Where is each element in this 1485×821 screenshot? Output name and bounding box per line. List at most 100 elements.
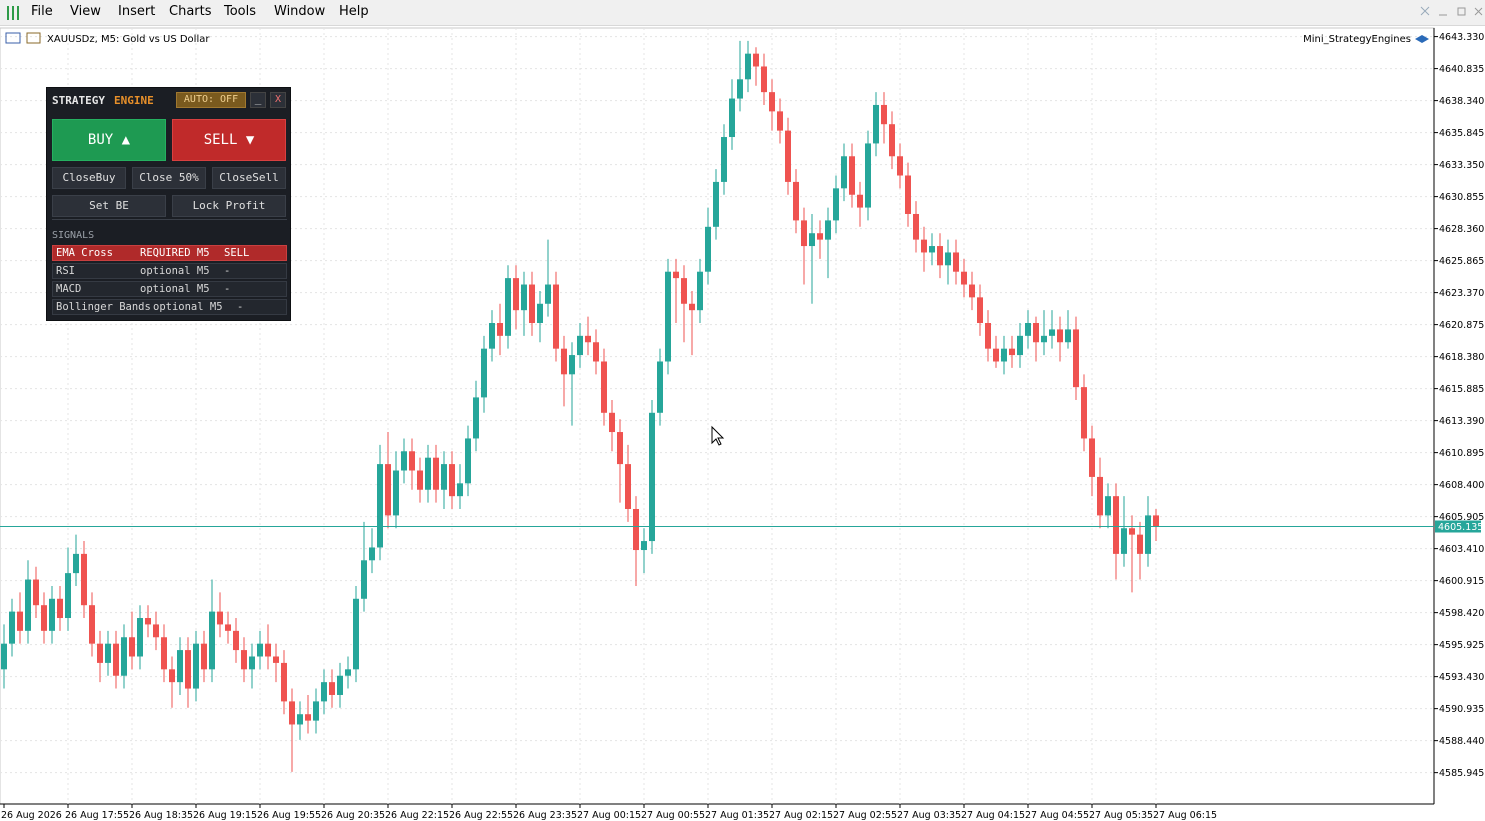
x-tick-label: 27 Aug 03:35 <box>897 810 961 821</box>
candle-body <box>665 271 671 362</box>
current-price-box <box>1435 520 1481 533</box>
candle-body <box>161 637 167 670</box>
candle-body <box>369 547 375 561</box>
signal-row: EMA Cross REQUIRED M5 SELL <box>52 245 287 261</box>
signal-name: MACD <box>56 283 82 295</box>
candle-body <box>441 464 447 490</box>
candle-body <box>865 143 871 208</box>
candle-body <box>25 579 31 631</box>
signal-row: RSI optional M5 - <box>52 263 287 279</box>
menu-item[interactable]: Insert <box>118 4 156 19</box>
candle-body <box>217 611 223 625</box>
candle-body <box>9 611 15 644</box>
menu-item[interactable]: Charts <box>169 4 212 19</box>
candle-body <box>249 656 255 670</box>
candle-body <box>401 451 407 471</box>
candle-body <box>937 246 943 266</box>
candle-body <box>49 598 55 631</box>
candle-body <box>721 137 727 182</box>
candle-body <box>833 188 839 221</box>
candle-body <box>977 297 983 324</box>
y-tick-label: 4610.895 <box>1439 448 1484 459</box>
y-tick-label: 4620.875 <box>1439 320 1484 331</box>
close-sell-button[interactable]: CloseSell <box>212 167 286 189</box>
candle-body <box>817 233 823 240</box>
candle-body <box>761 66 767 93</box>
candle-body <box>417 470 423 490</box>
candle-body <box>753 53 759 67</box>
strategy-panel: STRATEGY ENGINE AUTO: OFF _ X BUY ▲ SELL… <box>46 87 291 321</box>
y-tick-label: 4643.330 <box>1439 32 1484 43</box>
menu-item[interactable]: Tools <box>224 4 257 19</box>
signal-mode: optional M5 <box>140 283 210 295</box>
close-button[interactable]: X <box>270 92 286 108</box>
y-tick-label: 4605.905 <box>1439 512 1484 523</box>
candle-body <box>449 464 455 497</box>
window-controls[interactable] <box>1413 3 1483 23</box>
candle-body <box>97 643 103 663</box>
candle-body <box>849 156 855 195</box>
candle-body <box>705 226 711 272</box>
candle-body <box>425 457 431 490</box>
x-tick-label: 27 Aug 04:55 <box>1025 810 1089 821</box>
candle-body <box>65 573 71 619</box>
x-tick-label: 27 Aug 02:15 <box>769 810 833 821</box>
candle-body <box>1145 515 1151 554</box>
candle-body <box>329 682 335 695</box>
indicator-icon <box>1415 35 1429 43</box>
candle-body <box>273 656 279 663</box>
signal-name: RSI <box>56 265 75 277</box>
y-tick-label: 4633.350 <box>1439 160 1484 171</box>
candle-body <box>537 303 543 324</box>
menu-item[interactable]: Window <box>274 4 326 19</box>
candle-body <box>145 618 151 625</box>
candle-body <box>993 348 999 362</box>
x-tick-label: 26 Aug 20:35 <box>321 810 385 821</box>
candle-body <box>129 637 135 657</box>
candle-body <box>641 541 647 551</box>
candle-body <box>481 348 487 398</box>
sell-button[interactable]: SELL ▼ <box>172 119 286 161</box>
candle-body <box>305 714 311 721</box>
candle-body <box>177 650 183 683</box>
candle-body <box>785 130 791 182</box>
candle-body <box>465 438 471 484</box>
x-tick-label: 26 Aug 22:15 <box>385 810 449 821</box>
candle-body <box>409 451 415 471</box>
set-be-button[interactable]: Set BE <box>52 195 166 217</box>
candle-body <box>457 483 463 497</box>
signal-mode: REQUIRED M5 <box>140 247 210 259</box>
auto-toggle[interactable]: AUTO: OFF <box>176 92 246 108</box>
candle-body <box>1 643 7 670</box>
candle-body <box>241 650 247 670</box>
candle-body <box>1105 496 1111 516</box>
candle-body <box>1097 476 1103 516</box>
x-tick-label: 26 Aug 19:55 <box>257 810 321 821</box>
minimize-button[interactable]: _ <box>250 92 266 108</box>
chart-icon <box>26 32 41 44</box>
x-tick-label: 27 Aug 06:15 <box>1153 810 1217 821</box>
menu-item[interactable]: View <box>70 4 101 19</box>
x-tick-label: 27 Aug 04:15 <box>961 810 1025 821</box>
indicator-name: Mini_StrategyEngines <box>1303 34 1411 45</box>
candle-body <box>577 335 583 356</box>
lock-profit-button[interactable]: Lock Profit <box>172 195 286 217</box>
close-buy-button[interactable]: CloseBuy <box>52 167 126 189</box>
menu-item[interactable]: Help <box>339 4 369 19</box>
candle-body <box>825 220 831 240</box>
x-tick-label: 27 Aug 00:15 <box>577 810 641 821</box>
menu-item[interactable]: File <box>31 4 53 19</box>
candle-body <box>321 682 327 702</box>
panel-title-accent: ENGINE <box>114 94 154 107</box>
x-tick-label: 26 Aug 18:35 <box>129 810 193 821</box>
y-tick-label: 4613.390 <box>1439 416 1484 427</box>
buy-button[interactable]: BUY ▲ <box>52 119 166 161</box>
candle-body <box>233 630 239 651</box>
candle-body <box>1001 348 1007 362</box>
candle-body <box>353 598 359 670</box>
candle-body <box>185 650 191 689</box>
candle-body <box>1033 323 1039 343</box>
close-half-button[interactable]: Close 50% <box>132 167 206 189</box>
candle-body <box>33 579 39 606</box>
axes: 4643.330 4640.835 4638.340 4635.845 4633.350… <box>0 32 1484 821</box>
